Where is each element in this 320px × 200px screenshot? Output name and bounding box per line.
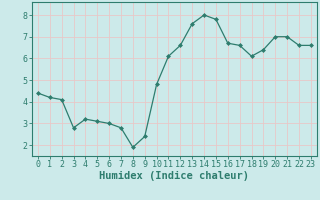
- X-axis label: Humidex (Indice chaleur): Humidex (Indice chaleur): [100, 171, 249, 181]
